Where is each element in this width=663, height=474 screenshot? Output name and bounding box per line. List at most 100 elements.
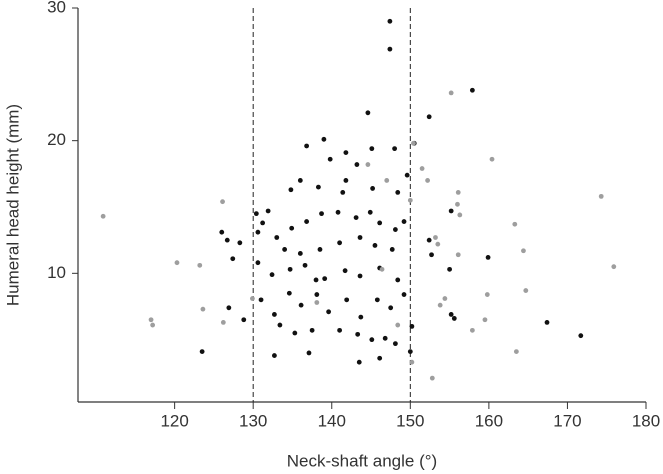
- point: [199, 349, 205, 354]
- point: [369, 337, 375, 343]
- point: [392, 341, 398, 347]
- point: [387, 46, 393, 52]
- point: [365, 162, 371, 167]
- point: [224, 237, 230, 243]
- x-tick-label: 160: [475, 411, 503, 430]
- point: [404, 172, 410, 178]
- point: [272, 353, 277, 358]
- point: [521, 248, 526, 254]
- point: [482, 317, 488, 323]
- point: [377, 220, 383, 226]
- point: [392, 146, 398, 152]
- point: [287, 266, 293, 272]
- x-tick-label: 140: [318, 411, 346, 430]
- point: [419, 166, 425, 171]
- point: [269, 272, 275, 278]
- point: [342, 268, 348, 274]
- point: [174, 260, 180, 266]
- y-tick-label: 20: [47, 130, 66, 149]
- point: [344, 297, 350, 303]
- x-tick-label: 130: [239, 411, 267, 430]
- point: [321, 136, 327, 142]
- point: [200, 306, 206, 312]
- point: [148, 317, 154, 323]
- point: [306, 350, 312, 356]
- point: [448, 312, 454, 317]
- point: [395, 189, 401, 195]
- point: [322, 276, 328, 282]
- point: [429, 375, 435, 381]
- point: [302, 262, 308, 268]
- point: [297, 178, 303, 183]
- point: [357, 235, 363, 240]
- point: [356, 359, 362, 365]
- point: [314, 292, 320, 297]
- point: [435, 241, 441, 247]
- point: [241, 317, 247, 323]
- point: [255, 260, 261, 266]
- point: [326, 309, 332, 315]
- point: [377, 355, 383, 361]
- point: [407, 197, 413, 203]
- point: [367, 209, 373, 215]
- x-tick-label: 170: [553, 411, 581, 430]
- point: [274, 235, 280, 240]
- point: [512, 221, 518, 227]
- point: [369, 146, 375, 152]
- point: [448, 208, 454, 214]
- point: [598, 193, 604, 199]
- point: [343, 150, 349, 155]
- point: [447, 266, 452, 272]
- point: [411, 140, 416, 146]
- point: [578, 333, 584, 339]
- point: [288, 187, 294, 193]
- point: [220, 199, 225, 205]
- point: [451, 316, 457, 321]
- point: [401, 292, 407, 297]
- point: [485, 255, 491, 260]
- point: [513, 349, 519, 354]
- point: [304, 219, 310, 224]
- point: [298, 302, 304, 308]
- point: [304, 143, 310, 149]
- point: [409, 323, 415, 329]
- point: [253, 211, 259, 217]
- point: [289, 225, 295, 231]
- point: [343, 178, 349, 183]
- point: [372, 243, 378, 248]
- point: [219, 229, 225, 235]
- point: [357, 273, 363, 279]
- point: [433, 235, 438, 240]
- point: [265, 208, 271, 214]
- point: [340, 189, 346, 195]
- point: [455, 201, 460, 207]
- point: [384, 178, 390, 183]
- point: [469, 327, 475, 333]
- point: [313, 277, 319, 283]
- point: [260, 220, 266, 226]
- point: [437, 302, 443, 308]
- point: [220, 320, 226, 325]
- point: [355, 331, 361, 337]
- point: [374, 297, 380, 303]
- y-tick-label: 10: [47, 263, 66, 282]
- point: [309, 327, 315, 333]
- point: [337, 327, 343, 333]
- point: [370, 186, 376, 191]
- point: [286, 290, 292, 296]
- x-tick-label: 180: [632, 411, 660, 430]
- point: [395, 322, 401, 328]
- point: [100, 213, 106, 219]
- point: [282, 247, 288, 252]
- point: [258, 297, 264, 303]
- y-axis-label: Humeral head height (mm): [3, 104, 22, 306]
- point: [317, 247, 323, 252]
- point: [354, 162, 360, 167]
- point: [315, 184, 321, 190]
- point: [392, 227, 398, 232]
- point: [292, 330, 298, 336]
- point: [489, 156, 495, 162]
- point: [150, 322, 156, 328]
- point: [387, 18, 393, 24]
